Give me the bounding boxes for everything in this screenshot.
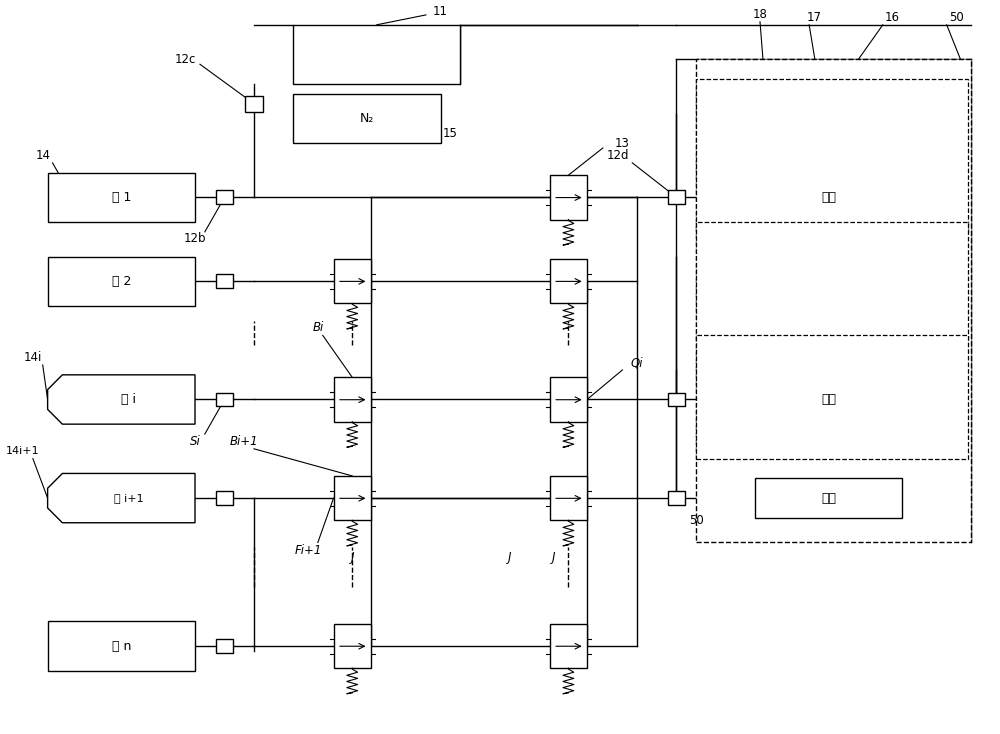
Bar [216, 491, 233, 505]
Text: 瓶 1: 瓶 1 [112, 191, 131, 204]
Text: 12b: 12b [184, 232, 206, 245]
Bar [48, 172, 195, 222]
Bar [216, 393, 233, 407]
Text: 瓶 n: 瓶 n [112, 639, 131, 653]
Text: 17: 17 [807, 12, 822, 24]
Text: 50: 50 [689, 515, 704, 527]
Text: 50: 50 [949, 12, 964, 24]
Bar [293, 94, 441, 143]
Bar [550, 476, 587, 520]
Text: 喷嘴: 喷嘴 [821, 492, 836, 504]
Text: N₂: N₂ [360, 112, 374, 125]
Text: 瓶 i+1: 瓶 i+1 [114, 493, 143, 503]
Bar [755, 178, 902, 217]
Bar [668, 393, 685, 407]
Bar [668, 491, 685, 505]
Bar [755, 379, 902, 419]
Text: J: J [508, 550, 511, 564]
Text: 瓶 i: 瓶 i [121, 393, 136, 406]
Text: 14: 14 [35, 150, 50, 162]
Bar [334, 259, 371, 303]
Text: 15: 15 [443, 127, 458, 139]
Bar [550, 624, 587, 668]
Text: 12c: 12c [174, 53, 196, 66]
Text: 14i+1: 14i+1 [6, 446, 40, 456]
Text: 13: 13 [615, 137, 630, 150]
Bar [48, 256, 195, 306]
Bar [293, 25, 460, 84]
Text: 18: 18 [753, 8, 767, 21]
Bar [550, 175, 587, 219]
Bar [334, 624, 371, 668]
Bar [696, 79, 968, 232]
Bar [245, 95, 263, 112]
Bar [550, 259, 587, 303]
Text: Bi+1: Bi+1 [230, 435, 258, 448]
Polygon shape [48, 473, 195, 523]
Text: 14i: 14i [24, 351, 42, 363]
Bar [216, 275, 233, 288]
Text: 16: 16 [885, 12, 900, 24]
Bar [216, 639, 233, 653]
Bar [216, 190, 233, 204]
Text: 喷嘴: 喷嘴 [821, 393, 836, 406]
Text: Bi: Bi [312, 321, 323, 334]
Bar [668, 190, 685, 204]
Text: 喷嘴: 喷嘴 [821, 191, 836, 204]
Text: 瓶 2: 瓶 2 [112, 275, 131, 288]
Bar [550, 377, 587, 421]
Text: 11: 11 [433, 5, 448, 18]
Text: Fi+1: Fi+1 [294, 544, 322, 557]
Bar [696, 335, 968, 459]
Bar [696, 222, 968, 341]
Polygon shape [48, 375, 195, 424]
Bar [48, 622, 195, 671]
Bar [696, 59, 971, 542]
Bar [755, 479, 902, 517]
Text: Qi: Qi [631, 357, 643, 369]
Text: J: J [552, 550, 555, 564]
Bar [334, 377, 371, 421]
Text: Si: Si [190, 435, 200, 448]
Text: J: J [350, 550, 354, 564]
Bar [334, 476, 371, 520]
Text: 12d: 12d [606, 150, 629, 162]
